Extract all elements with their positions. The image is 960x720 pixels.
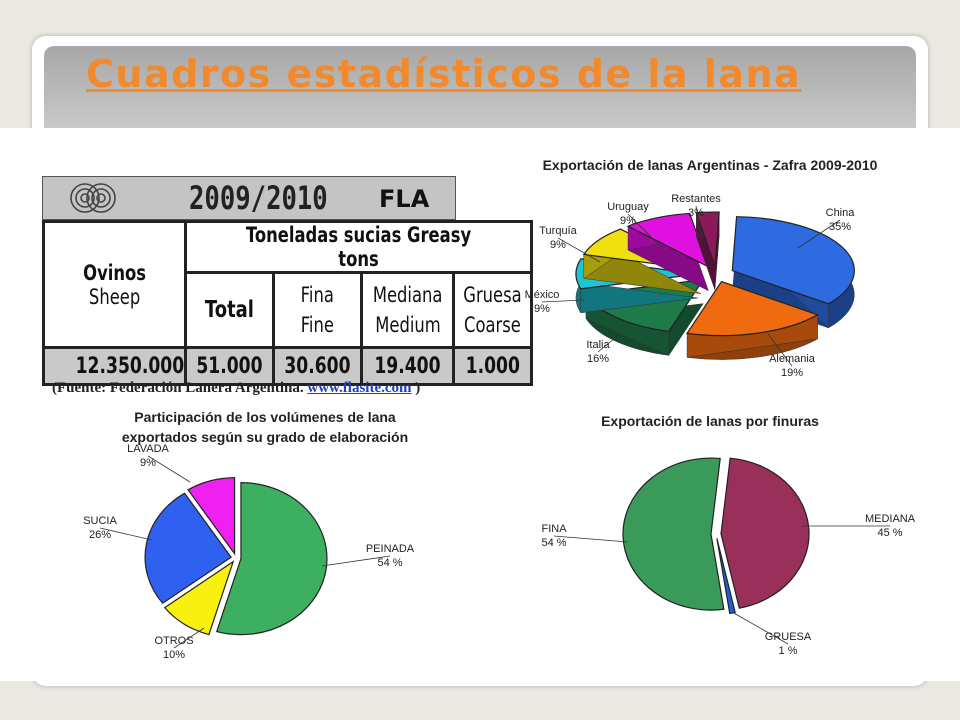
pie-slice-alemania-top	[686, 280, 820, 337]
leader-line-otros	[173, 627, 205, 649]
pie-group	[144, 477, 328, 636]
fla-species-cell: Ovinos Sheep	[41, 220, 188, 349]
fla-value-mediana: 19.400	[359, 346, 456, 386]
leader-line-uruguay	[627, 213, 659, 245]
slide-title-link[interactable]: Cuadros estadísticos de la lana	[86, 52, 802, 96]
leader-line-sucia	[99, 527, 153, 541]
pie-slice-lavada	[187, 477, 236, 556]
fla-table-header: 2009/2010 FLA	[42, 176, 456, 220]
slice-value-alemania: 19%	[781, 367, 803, 379]
leader-line-peinada	[321, 555, 391, 567]
pie-slice-uruguay-top	[626, 212, 710, 268]
fla-col-total: Total	[184, 271, 276, 349]
fla-wool-logo-icon	[70, 183, 116, 213]
leader-line-china	[797, 219, 841, 249]
pie-slice-china-top	[731, 216, 855, 305]
pie-slice-gruesa-top	[716, 538, 736, 615]
pie-group	[622, 457, 810, 615]
chart-exports-by-country: Exportación de lanas Argentinas - Zafra …	[525, 157, 878, 379]
slice-label-peinada: PEINADA	[366, 543, 415, 555]
title-bar	[44, 46, 916, 128]
slice-value-fina: 54 %	[541, 537, 566, 549]
slice-value-uruguay: 9%	[620, 215, 636, 227]
fla-value-sheep: 12.350.000	[41, 346, 188, 386]
pie-slice-restantes-top	[695, 211, 720, 267]
leader-line-italia	[597, 333, 621, 353]
fla-col-mediana: Mediana Medium	[359, 271, 456, 349]
leader-line-restantes	[695, 205, 703, 241]
leader-line-fina	[553, 535, 629, 543]
fla-value-gruesa: 1.000	[452, 346, 534, 386]
chart-exports-by-fineness: Exportación de lanas por finuras MEDIANA…	[541, 413, 916, 657]
fla-value-total: 51.000	[184, 346, 276, 386]
fla-value-fina: 30.600	[272, 346, 363, 386]
slice-value-turquia: 9%	[550, 239, 566, 251]
chart-title: Exportación de lanas por finuras	[601, 413, 819, 429]
slice-label-italia: Italia	[586, 339, 610, 351]
pie-slice-china	[731, 216, 855, 329]
pie-slice-mediana	[720, 457, 810, 609]
slice-label-mediana: MEDIANA	[865, 513, 916, 525]
fla-species: Ovinos	[83, 260, 147, 285]
pie-slice-alemania	[686, 280, 820, 360]
fla-group-header: Toneladas sucias Greasy tons	[184, 220, 534, 274]
fla-year: 2009/2010	[189, 179, 328, 217]
slice-label-otros: OTROS	[154, 635, 193, 647]
slice-label-alemania: Alemania	[769, 353, 816, 365]
pie-slice-mediana-top	[720, 457, 810, 609]
fla-org: FLA	[379, 185, 430, 213]
slice-label-uruguay: Uruguay	[607, 201, 649, 213]
slice-label-gruesa: GRUESA	[765, 631, 812, 643]
pie-slice-gruesa	[716, 538, 736, 615]
pie-slice-restantes	[695, 211, 720, 291]
chart-title-line-1: Participación de los volúmenes de lana	[134, 409, 396, 425]
pie-slice-fina-top	[622, 457, 725, 611]
pie-group	[575, 211, 855, 360]
fla-species-en: Sheep	[88, 284, 141, 309]
slice-value-mexico: 9%	[534, 303, 550, 315]
leader-line-alemania	[767, 333, 793, 367]
slice-value-mediana: 45 %	[877, 527, 902, 539]
pie-slice-sucia-top	[144, 492, 232, 605]
slice-label-restantes: Restantes	[671, 193, 721, 205]
slice-value-peinada: 54 %	[377, 557, 402, 569]
slice-label-sucia: SUCIA	[83, 515, 117, 527]
slice-value-otros: 10%	[163, 649, 185, 661]
chart-title: Exportación de lanas Argentinas - Zafra …	[543, 157, 878, 173]
fla-table: Ovinos Sheep Toneladas sucias Greasy ton…	[41, 220, 534, 386]
slice-label-lavada: LAVADA	[127, 443, 169, 455]
leader-line-turquia	[557, 237, 601, 263]
slice-value-gruesa: 1 %	[779, 645, 798, 657]
leader-line-mexico	[541, 299, 585, 303]
fla-col-fina: Fina Fine	[272, 271, 363, 349]
pie-slice-uruguay	[626, 212, 710, 292]
slice-label-turquia: Turquía	[539, 225, 577, 237]
slice-label-china: China	[826, 207, 856, 219]
pie-slice-peinada	[215, 482, 328, 636]
slice-value-restantes: 3%	[688, 207, 704, 219]
leader-line-gruesa	[731, 611, 789, 645]
chart-title-line-2: exportados según su grado de elaboración	[122, 429, 408, 445]
pie-slice-otros-top	[163, 560, 235, 636]
pie-slice-lavada-top	[187, 477, 236, 556]
slice-label-fina: FINA	[541, 523, 567, 535]
slice-label-mexico: México	[525, 289, 560, 301]
slice-value-sucia: 26%	[89, 529, 111, 541]
pie-slice-sucia	[144, 492, 232, 605]
fla-source: (Fuente: Federación Lanera Argentina. ww…	[52, 380, 421, 396]
flasite-link[interactable]: www.flasite.com	[307, 380, 412, 396]
leader-line-lavada	[147, 455, 191, 483]
pie-slice-fina	[622, 457, 725, 611]
pie-slice-otros	[163, 560, 235, 636]
slice-value-lavada: 9%	[140, 457, 156, 469]
slice-value-china: 35%	[829, 221, 851, 233]
slice-value-italia: 16%	[587, 353, 609, 365]
fla-col-gruesa: Gruesa Coarse	[452, 271, 534, 349]
chart-exports-by-grade: Participación de los volúmenes de lana e…	[83, 409, 415, 661]
pie-slice-peinada-top	[215, 482, 328, 636]
